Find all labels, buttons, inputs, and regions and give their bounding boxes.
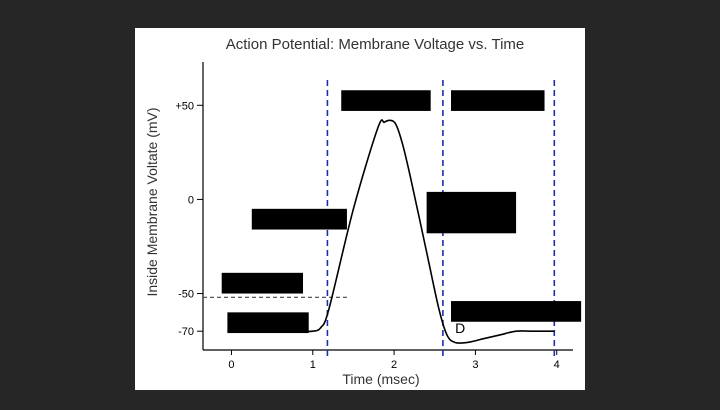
redacted-label-box — [426, 191, 517, 234]
y-tick-label: -70 — [178, 326, 194, 338]
redacted-label-box — [451, 90, 545, 111]
chart-title: Action Potential: Membrane Voltage vs. T… — [226, 36, 524, 53]
redacted-label-box — [341, 90, 431, 111]
y-tick-label: -50 — [178, 289, 194, 301]
y-tick-label: 0 — [188, 194, 194, 206]
y-tick-label: +50 — [175, 100, 194, 112]
redacted-label-box — [251, 208, 347, 230]
annotation-label: D — [455, 320, 465, 336]
redacted-label-box — [451, 301, 582, 322]
x-tick-label: 4 — [554, 359, 560, 371]
redacted-label-box — [221, 272, 304, 294]
x-tick-label: 0 — [228, 359, 234, 371]
x-tick-label: 2 — [391, 359, 397, 371]
x-tick-label: 1 — [310, 359, 316, 371]
x-axis-label: Time (msec) — [342, 371, 419, 387]
y-axis-label: Inside Membrane Voltate (mV) — [144, 107, 160, 296]
x-tick-label: 3 — [472, 359, 478, 371]
redacted-label-box — [227, 312, 309, 334]
plot-area: +50 0 -50 -70 0 1 2 3 4 D — [175, 62, 582, 371]
membrane-voltage-curve — [227, 119, 555, 344]
